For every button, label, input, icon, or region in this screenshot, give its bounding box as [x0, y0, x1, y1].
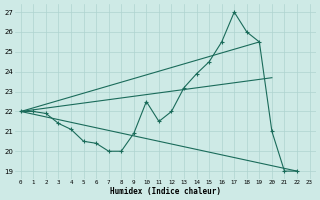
X-axis label: Humidex (Indice chaleur): Humidex (Indice chaleur)	[110, 187, 221, 196]
